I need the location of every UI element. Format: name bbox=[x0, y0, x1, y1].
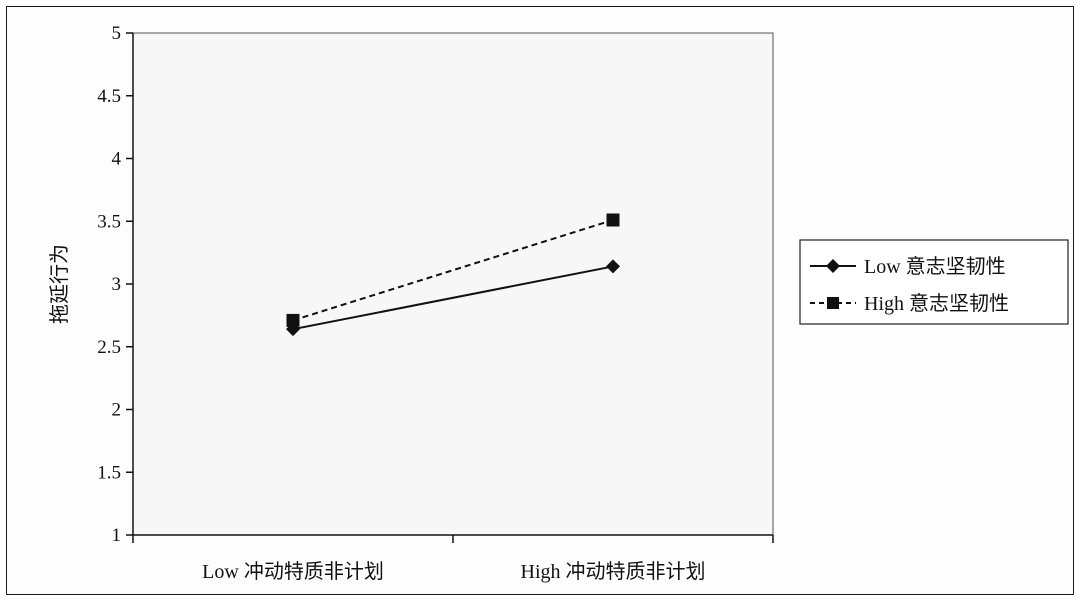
legend-box bbox=[799, 239, 1069, 325]
data-point-square bbox=[606, 213, 620, 227]
series-layer bbox=[286, 213, 620, 337]
y-axis-label: 拖延行为 bbox=[48, 244, 71, 324]
legend-item-high-marker bbox=[827, 297, 839, 309]
data-point-diamond bbox=[606, 259, 620, 274]
data-point-square bbox=[286, 313, 300, 327]
y-tick-label: 4.5 bbox=[97, 86, 121, 107]
series-line-high bbox=[292, 219, 614, 322]
legend-item-high-label: High 意志坚韧性 bbox=[864, 292, 1009, 315]
legend-item-low-marker bbox=[826, 259, 840, 273]
y-axis: 1 1.5 2 2.5 3 3.5 4 4.5 5 bbox=[97, 23, 134, 546]
y-tick-label: 2 bbox=[112, 400, 122, 421]
y-tick-label: 1 bbox=[112, 525, 122, 546]
legend-item-low-label: Low 意志坚韧性 bbox=[864, 255, 1006, 278]
x-category-label: Low 冲动特质非计划 bbox=[202, 560, 384, 583]
x-axis: Low 冲动特质非计划 High 冲动特质非计划 bbox=[132, 534, 774, 583]
y-tick-label: 3.5 bbox=[97, 211, 121, 232]
y-tick-label: 3 bbox=[112, 274, 122, 295]
y-tick-label: 5 bbox=[112, 23, 122, 44]
x-category-label: High 冲动特质非计划 bbox=[521, 560, 706, 583]
plot-area bbox=[132, 32, 774, 536]
y-tick-label: 4 bbox=[112, 149, 122, 170]
series-line-low bbox=[292, 265, 614, 331]
legend: Low 意志坚韧性 High 意志坚韧性 bbox=[799, 239, 1069, 325]
y-tick-label: 2.5 bbox=[97, 337, 121, 358]
y-tick-label: 1.5 bbox=[97, 462, 121, 483]
